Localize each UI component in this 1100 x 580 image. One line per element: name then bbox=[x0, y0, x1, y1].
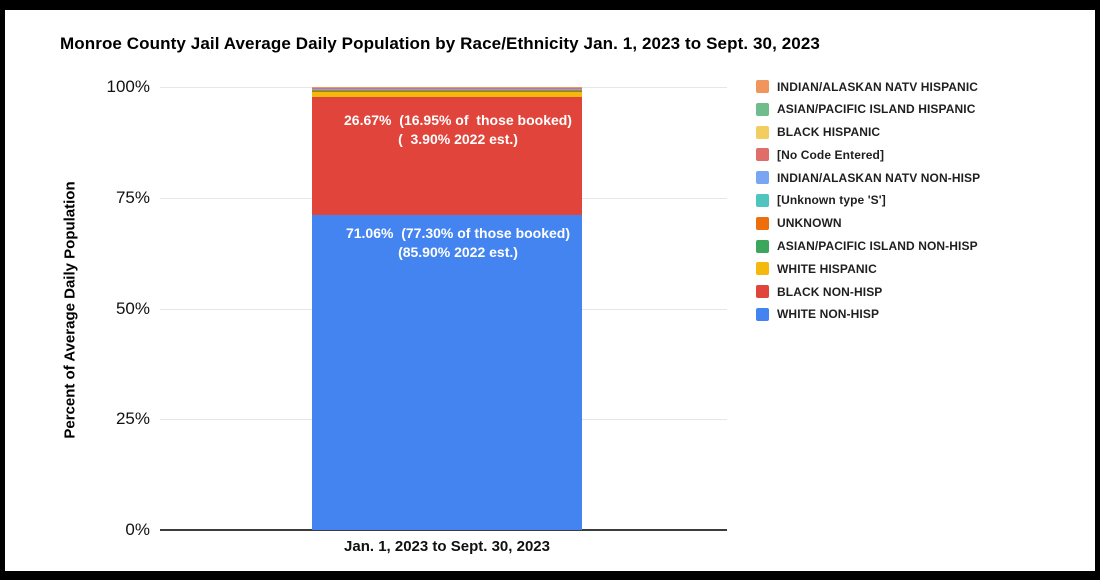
legend-label: BLACK NON-HISP bbox=[777, 284, 883, 299]
bar-segment-asian-pacific-island-non-hisp[interactable] bbox=[312, 91, 582, 93]
bar-segment-unknown[interactable] bbox=[312, 89, 582, 92]
legend-item-black-hispanic[interactable]: BLACK HISPANIC bbox=[756, 125, 980, 140]
legend-swatch-icon bbox=[756, 102, 769, 116]
legend-item-indian-alaskan-natv-non-hisp[interactable]: INDIAN/ALASKAN NATV NON-HISP bbox=[756, 170, 981, 185]
bar-segment-white-hispanic[interactable] bbox=[312, 92, 582, 98]
bar-label-white-non-hisp: 71.06% (77.30% of those booked) (85.90% 2… bbox=[323, 224, 593, 262]
legend-swatch-icon bbox=[756, 125, 769, 139]
legend-label: UNKNOWN bbox=[777, 216, 842, 231]
legend-item-unknown[interactable]: UNKNOWN bbox=[756, 216, 980, 231]
legend-swatch-icon bbox=[756, 285, 769, 299]
legend-label: ASIAN/PACIFIC ISLAND HISPANIC bbox=[777, 102, 976, 117]
legend-label: INDIAN/ALASKAN NATV HISPANIC bbox=[777, 79, 979, 94]
bar-label-line1-black-non-hisp: 26.67% (16.95% of those booked) bbox=[344, 112, 572, 129]
chart-canvas: Monroe County Jail Average Daily Populat… bbox=[5, 10, 1095, 571]
y-tick-label-75: 75% bbox=[115, 187, 150, 207]
legend-item-white-hispanic[interactable]: WHITE HISPANIC bbox=[756, 261, 980, 276]
legend: INDIAN/ALASKAN NATV HISPANIC ASIAN/PACIFI… bbox=[756, 80, 980, 321]
bar-label-line2-white-non-hisp: (85.90% 2022 est.) bbox=[398, 244, 518, 261]
legend-swatch-icon bbox=[756, 193, 769, 207]
legend-label: ASIAN/PACIFIC ISLAND NON-HISP bbox=[777, 239, 978, 254]
bar-label-line1-white-non-hisp: 71.06% (77.30% of those booked) bbox=[345, 225, 571, 242]
legend-swatch-icon bbox=[756, 80, 769, 93]
bar-label-black-non-hisp: 26.67% (16.95% of those booked) ( 3.90% 2… bbox=[323, 111, 593, 149]
bar-label-line2-black-non-hisp: ( 3.90% 2022 est.) bbox=[398, 131, 518, 148]
y-tick-label-25: 25% bbox=[115, 409, 150, 429]
legend-label: [No Code Entered] bbox=[777, 147, 885, 162]
bar-segment-black-non-hisp[interactable] bbox=[312, 97, 582, 216]
legend-swatch-icon bbox=[756, 262, 769, 276]
legend-label: BLACK HISPANIC bbox=[777, 125, 881, 140]
legend-label: WHITE NON-HISP bbox=[777, 307, 880, 322]
legend-item-asian-pacific-island-hispanic[interactable]: ASIAN/PACIFIC ISLAND HISPANIC bbox=[756, 102, 980, 117]
legend-item-asian-pacific-island-non-hisp[interactable]: ASIAN/PACIFIC ISLAND NON-HISP bbox=[756, 239, 980, 254]
legend-label: [Unknown type 'S'] bbox=[777, 193, 886, 208]
chart-title: Monroe County Jail Average Daily Populat… bbox=[60, 34, 820, 53]
legend-item-indian-alaskan-natv-hispanic[interactable]: INDIAN/ALASKAN NATV HISPANIC bbox=[756, 79, 980, 94]
legend-label: INDIAN/ALASKAN NATV NON-HISP bbox=[777, 170, 981, 185]
legend-item-no-code-entered[interactable]: [No Code Entered] bbox=[756, 147, 980, 162]
legend-swatch-icon bbox=[756, 239, 769, 253]
legend-swatch-icon bbox=[756, 148, 769, 162]
y-tick-label-100: 100% bbox=[106, 77, 150, 96]
x-axis-label: Jan. 1, 2023 to Sept. 30, 2023 bbox=[344, 538, 550, 555]
bar-segment-black-hispanic[interactable] bbox=[312, 87, 582, 89]
legend-swatch-icon bbox=[756, 307, 769, 321]
legend-swatch-icon bbox=[756, 216, 769, 230]
bar-segment-white-non-hisp[interactable] bbox=[312, 215, 582, 530]
y-tick-label-0: 0% bbox=[125, 520, 150, 539]
y-tick-label-50: 50% bbox=[115, 298, 150, 318]
legend-label: WHITE HISPANIC bbox=[777, 261, 877, 276]
legend-item-unknown-type-s[interactable]: [Unknown type 'S'] bbox=[756, 193, 980, 208]
legend-item-white-non-hisp[interactable]: WHITE NON-HISP bbox=[756, 307, 980, 322]
x-axis-baseline bbox=[160, 529, 727, 531]
legend-swatch-icon bbox=[756, 171, 769, 185]
legend-item-black-non-hisp[interactable]: BLACK NON-HISP bbox=[756, 284, 980, 299]
